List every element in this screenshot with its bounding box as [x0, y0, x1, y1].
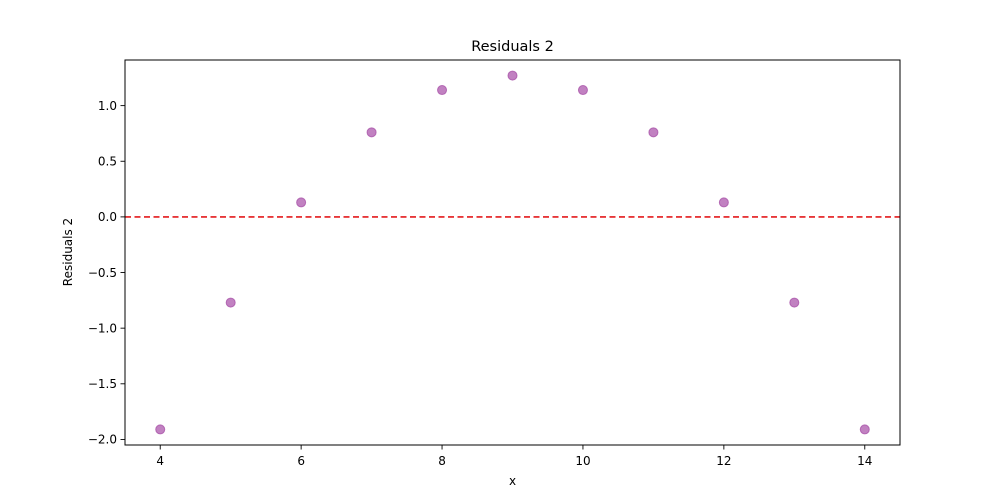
y-axis-label: Residuals 2 — [61, 218, 75, 286]
x-tick-label: 8 — [438, 454, 446, 468]
x-tick-label: 4 — [156, 454, 164, 468]
data-point — [859, 424, 870, 435]
data-point — [789, 297, 800, 308]
y-tick-label: −1.0 — [88, 321, 117, 335]
x-tick-label: 6 — [297, 454, 305, 468]
data-point — [296, 197, 307, 208]
y-tick-label: −2.0 — [88, 433, 117, 447]
data-point — [155, 424, 166, 435]
x-tick-label: 14 — [857, 454, 872, 468]
data-point — [437, 85, 448, 96]
axes: 4 6 8 10 12 14 −2.0 −1.5 −1.0 −0.5 0.0 0.5 1.0 — [88, 59, 901, 468]
x-tick-label: 12 — [716, 454, 731, 468]
plot-frame — [124, 59, 901, 446]
data-point — [718, 197, 729, 208]
data-point — [507, 70, 518, 81]
data-point — [366, 127, 377, 138]
y-tick-label: −1.5 — [88, 377, 117, 391]
x-tick-label: 10 — [575, 454, 590, 468]
chart-title: Residuals 2 — [471, 39, 554, 55]
y-tick-label: 0.0 — [98, 210, 117, 224]
y-tick-label: 1.0 — [98, 99, 117, 113]
y-tick-label: −0.5 — [88, 266, 117, 280]
data-point — [577, 85, 588, 96]
data-point — [225, 297, 236, 308]
data-point — [648, 127, 659, 138]
y-tick-label: 0.5 — [98, 155, 117, 169]
x-axis-label: x — [509, 474, 516, 488]
